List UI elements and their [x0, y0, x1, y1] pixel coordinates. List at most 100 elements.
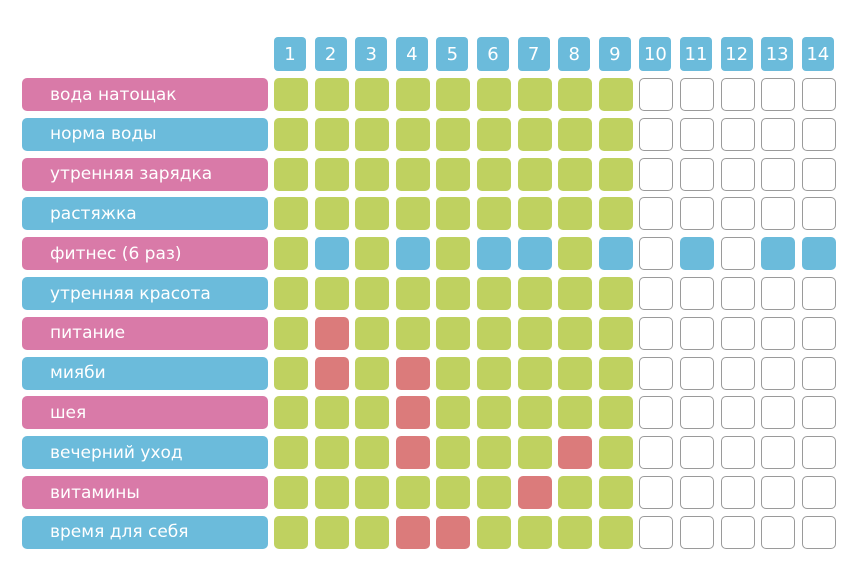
tracker-cell-done[interactable] [274, 316, 308, 350]
tracker-cell-done[interactable] [314, 78, 349, 111]
tracker-cell-empty[interactable] [639, 515, 674, 549]
tracker-cell-empty[interactable] [801, 277, 836, 310]
tracker-cell-done[interactable] [314, 476, 349, 509]
tracker-cell-done[interactable] [477, 436, 511, 470]
tracker-cell-done[interactable] [395, 316, 430, 350]
tracker-cell-done[interactable] [517, 277, 552, 310]
tracker-cell-done[interactable] [436, 117, 471, 151]
tracker-cell-empty[interactable] [720, 356, 755, 390]
tracker-cell-empty[interactable] [680, 476, 714, 509]
tracker-cell-empty[interactable] [720, 237, 755, 271]
tracker-cell-done[interactable] [517, 356, 552, 390]
tracker-cell-done[interactable] [274, 396, 308, 430]
tracker-cell-empty[interactable] [761, 78, 796, 111]
tracker-cell-empty[interactable] [801, 515, 836, 549]
tracker-cell-empty[interactable] [761, 157, 796, 191]
tracker-cell-missed[interactable] [395, 356, 430, 390]
tracker-cell-missed[interactable] [395, 515, 430, 549]
tracker-cell-done[interactable] [274, 197, 308, 231]
tracker-cell-empty[interactable] [761, 396, 796, 430]
tracker-cell-done[interactable] [274, 117, 308, 151]
tracker-cell-done[interactable] [598, 197, 633, 231]
tracker-cell-done[interactable] [436, 476, 471, 509]
tracker-cell-done[interactable] [477, 277, 511, 310]
tracker-cell-fitness[interactable] [801, 237, 836, 271]
tracker-cell-empty[interactable] [801, 78, 836, 111]
tracker-cell-empty[interactable] [720, 197, 755, 231]
tracker-cell-done[interactable] [477, 476, 511, 509]
tracker-cell-done[interactable] [477, 117, 511, 151]
tracker-cell-empty[interactable] [639, 117, 674, 151]
tracker-cell-done[interactable] [395, 476, 430, 509]
tracker-cell-done[interactable] [477, 396, 511, 430]
tracker-cell-done[interactable] [598, 356, 633, 390]
tracker-cell-empty[interactable] [639, 396, 674, 430]
tracker-cell-empty[interactable] [761, 515, 796, 549]
tracker-cell-done[interactable] [314, 396, 349, 430]
tracker-cell-done[interactable] [598, 515, 633, 549]
tracker-cell-empty[interactable] [680, 117, 714, 151]
tracker-cell-empty[interactable] [680, 515, 714, 549]
tracker-cell-missed[interactable] [314, 356, 349, 390]
tracker-cell-done[interactable] [517, 436, 552, 470]
tracker-cell-done[interactable] [558, 396, 593, 430]
tracker-cell-empty[interactable] [680, 316, 714, 350]
tracker-cell-done[interactable] [558, 197, 593, 231]
tracker-cell-empty[interactable] [720, 277, 755, 310]
tracker-cell-fitness[interactable] [314, 237, 349, 271]
tracker-cell-empty[interactable] [761, 476, 796, 509]
tracker-cell-done[interactable] [558, 237, 593, 271]
tracker-cell-empty[interactable] [720, 78, 755, 111]
tracker-cell-done[interactable] [395, 117, 430, 151]
tracker-cell-done[interactable] [314, 157, 349, 191]
tracker-cell-empty[interactable] [720, 515, 755, 549]
tracker-cell-done[interactable] [558, 157, 593, 191]
tracker-cell-done[interactable] [436, 157, 471, 191]
tracker-cell-done[interactable] [355, 476, 390, 509]
tracker-cell-done[interactable] [598, 277, 633, 310]
tracker-cell-empty[interactable] [639, 436, 674, 470]
tracker-cell-missed[interactable] [395, 436, 430, 470]
tracker-cell-empty[interactable] [801, 316, 836, 350]
tracker-cell-empty[interactable] [639, 78, 674, 111]
tracker-cell-done[interactable] [274, 237, 308, 271]
tracker-cell-empty[interactable] [761, 277, 796, 310]
tracker-cell-empty[interactable] [801, 396, 836, 430]
tracker-cell-done[interactable] [274, 476, 308, 509]
tracker-cell-empty[interactable] [720, 436, 755, 470]
tracker-cell-empty[interactable] [720, 396, 755, 430]
tracker-cell-done[interactable] [314, 117, 349, 151]
tracker-cell-empty[interactable] [761, 117, 796, 151]
tracker-cell-done[interactable] [314, 277, 349, 310]
tracker-cell-empty[interactable] [680, 277, 714, 310]
tracker-cell-done[interactable] [477, 316, 511, 350]
tracker-cell-missed[interactable] [436, 515, 471, 549]
tracker-cell-empty[interactable] [720, 476, 755, 509]
tracker-cell-done[interactable] [395, 197, 430, 231]
tracker-cell-done[interactable] [436, 356, 471, 390]
tracker-cell-done[interactable] [274, 436, 308, 470]
tracker-cell-done[interactable] [558, 515, 593, 549]
tracker-cell-empty[interactable] [761, 436, 796, 470]
tracker-cell-done[interactable] [477, 157, 511, 191]
tracker-cell-done[interactable] [355, 78, 390, 111]
tracker-cell-done[interactable] [598, 117, 633, 151]
tracker-cell-done[interactable] [517, 396, 552, 430]
tracker-cell-done[interactable] [355, 157, 390, 191]
tracker-cell-empty[interactable] [761, 316, 796, 350]
tracker-cell-done[interactable] [395, 78, 430, 111]
tracker-cell-empty[interactable] [639, 157, 674, 191]
tracker-cell-done[interactable] [436, 396, 471, 430]
tracker-cell-done[interactable] [436, 78, 471, 111]
tracker-cell-missed[interactable] [395, 396, 430, 430]
tracker-cell-done[interactable] [477, 515, 511, 549]
tracker-cell-empty[interactable] [761, 356, 796, 390]
tracker-cell-done[interactable] [355, 117, 390, 151]
tracker-cell-empty[interactable] [680, 157, 714, 191]
tracker-cell-done[interactable] [314, 197, 349, 231]
tracker-cell-done[interactable] [477, 197, 511, 231]
tracker-cell-done[interactable] [477, 356, 511, 390]
tracker-cell-empty[interactable] [639, 476, 674, 509]
tracker-cell-done[interactable] [314, 436, 349, 470]
tracker-cell-empty[interactable] [801, 197, 836, 231]
